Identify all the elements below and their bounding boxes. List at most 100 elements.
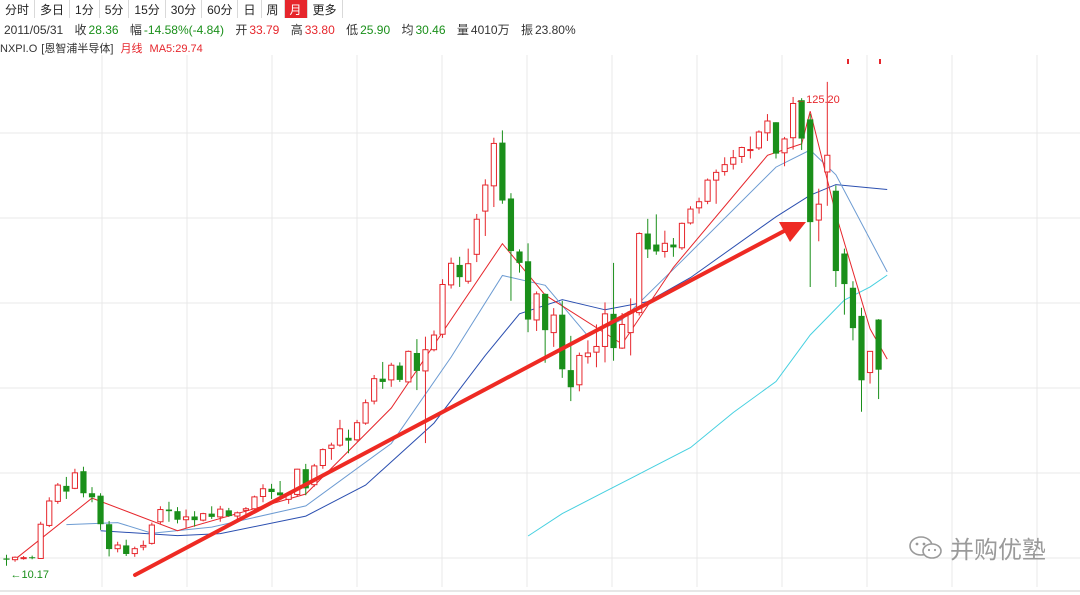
ma20-line <box>100 184 888 537</box>
candle-body <box>584 352 591 358</box>
low-label: 低 <box>346 23 359 37</box>
candle-body <box>465 263 472 282</box>
candle-body <box>619 323 626 349</box>
candle-body <box>217 508 224 518</box>
period-tab[interactable]: 60分 <box>202 0 239 18</box>
high-label: 高 <box>290 23 303 37</box>
ma60-line <box>527 274 888 537</box>
candle-body <box>200 513 207 521</box>
candle-body <box>123 545 130 554</box>
candle-body <box>11 556 19 561</box>
candle-body <box>319 449 326 467</box>
candle-body <box>174 511 181 520</box>
period-tab[interactable]: 分时 <box>0 0 36 18</box>
candle-body <box>781 138 788 154</box>
chart-legend: NXPI.O [恩智浦半导体] 月线 MA5:29.74 <box>0 40 207 56</box>
candle-body <box>704 179 711 202</box>
candle-body <box>251 496 258 510</box>
candle-body <box>362 402 369 424</box>
candle-body <box>71 472 79 489</box>
candle-body <box>755 131 762 149</box>
period-tab[interactable]: 15分 <box>129 0 166 18</box>
candle-body <box>841 253 848 285</box>
candle-body <box>559 314 566 370</box>
candle-body <box>516 251 523 263</box>
watermark-text: 并购优塾 <box>950 537 1046 564</box>
max-price-label: ←125.20 <box>795 94 840 106</box>
candle-body <box>29 557 36 559</box>
period-tab[interactable]: 月 <box>284 0 308 18</box>
candle-body <box>678 222 686 249</box>
period-tab[interactable]: 日 <box>238 0 262 18</box>
candle-body <box>371 378 378 402</box>
candle-body <box>721 164 728 173</box>
candle-body <box>490 142 497 187</box>
amplitude-value: 23.80% <box>534 23 576 37</box>
candle-body <box>97 495 104 525</box>
candle-body <box>63 485 70 492</box>
candle-body <box>832 190 839 272</box>
candle-body <box>439 283 446 335</box>
candle-body <box>80 471 87 494</box>
candle-body <box>165 509 173 512</box>
candle-body <box>242 508 250 511</box>
candle-body <box>824 154 831 173</box>
avg-label: 均 <box>401 23 414 37</box>
candle-body <box>610 313 617 349</box>
candle-body <box>542 293 549 331</box>
ma5-value: MA5:29.74 <box>149 43 203 55</box>
period-text: 月线 <box>120 43 143 55</box>
candle-body <box>277 492 284 496</box>
period-tab[interactable]: 更多 <box>308 0 343 18</box>
period-tab[interactable]: 周 <box>262 0 285 18</box>
candle-body <box>807 119 814 223</box>
candle-body <box>533 293 540 321</box>
candle-body <box>670 244 677 248</box>
candle-body <box>550 314 557 334</box>
period-tab[interactable]: 多日 <box>35 0 71 18</box>
avg-value: 30.46 <box>415 23 446 37</box>
candle-body <box>225 510 232 517</box>
candle-body <box>106 524 113 550</box>
candle-body <box>140 544 147 548</box>
candle-body <box>593 345 600 353</box>
candle-body <box>798 100 805 139</box>
period-tab[interactable]: 5分 <box>100 0 130 18</box>
candle-body <box>738 147 745 157</box>
candle-body <box>294 468 301 495</box>
candle-body <box>730 157 737 165</box>
trend-arrow-head <box>779 222 806 242</box>
candle-body <box>396 365 403 380</box>
candle-body <box>405 350 412 383</box>
candle-body <box>448 262 455 286</box>
candle-body <box>182 516 190 521</box>
candle-body <box>46 500 53 526</box>
period-tab[interactable]: 30分 <box>166 0 203 18</box>
candle-body <box>234 512 241 517</box>
trend-arrow <box>133 228 788 577</box>
wechat-icon <box>909 535 942 559</box>
candle-body <box>567 370 574 388</box>
amplitude-label: 振 <box>520 23 533 37</box>
candle-body <box>772 122 780 154</box>
candle-body <box>713 171 720 181</box>
candle-body <box>430 334 438 351</box>
candle-body <box>858 315 865 381</box>
candlestick-chart: ←125.20 ←10.17 <box>0 55 1080 592</box>
candle-body <box>866 350 874 374</box>
candle-body <box>601 313 609 347</box>
candle-body <box>353 422 361 441</box>
watermark: 并购优塾 <box>908 530 1046 565</box>
period-tab[interactable]: 1分 <box>70 0 100 18</box>
stock-name-text: [恩智浦半导体] <box>41 43 114 55</box>
ma10-line <box>66 149 888 534</box>
candle-body <box>456 264 463 278</box>
candle-body <box>875 319 882 370</box>
candle-body <box>687 208 694 224</box>
candle-body <box>764 120 771 134</box>
candle-body <box>422 349 429 372</box>
change-label: 幅 <box>129 23 142 37</box>
candle-body <box>849 287 857 329</box>
candle-body <box>311 465 318 486</box>
candle-body <box>379 378 386 382</box>
